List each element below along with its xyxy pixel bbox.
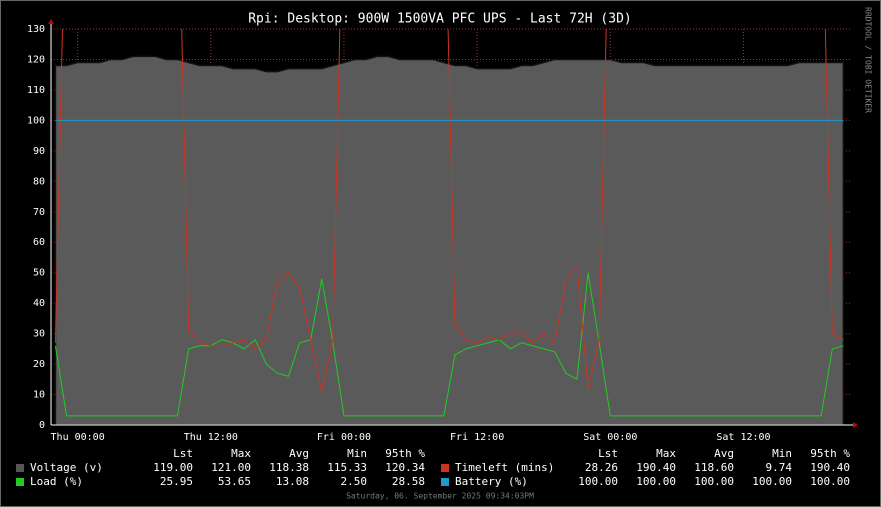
- legend-stat: 100.00: [636, 475, 676, 488]
- footer: Saturday, 06. September 2025 09:34:03PM: [346, 492, 534, 501]
- legend-stat: 120.34: [385, 461, 425, 474]
- legend-stat: 121.00: [211, 461, 251, 474]
- legend-stat: 28.58: [392, 475, 425, 488]
- y-tick-label: 10: [33, 390, 45, 401]
- y-tick-label: 120: [27, 54, 45, 65]
- y-arrow: [48, 19, 54, 24]
- y-tick-label: 40: [33, 298, 45, 309]
- legend-stat: 100.00: [810, 475, 850, 488]
- x-tick-label: Thu 12:00: [184, 432, 238, 443]
- legend-stat: 53.65: [218, 475, 251, 488]
- legend-stat: 119.00: [153, 461, 193, 474]
- stat-header: Lst: [598, 447, 618, 460]
- x-tick-label: Fri 00:00: [317, 432, 371, 443]
- legend-label: Timeleft (mins): [455, 461, 554, 474]
- legend-stat: 118.38: [269, 461, 309, 474]
- legend-stat: 118.60: [694, 461, 734, 474]
- x-arrow: [853, 422, 858, 428]
- legend-label: Voltage (v): [30, 461, 103, 474]
- y-tick-label: 100: [27, 115, 45, 126]
- y-tick-label: 90: [33, 146, 45, 157]
- legend-swatch: [16, 478, 24, 486]
- stat-header: Min: [347, 447, 367, 460]
- stat-header: Max: [231, 447, 251, 460]
- legend-swatch: [16, 464, 24, 472]
- legend-stat: 100.00: [752, 475, 792, 488]
- series-area: [54, 55, 845, 425]
- legend-label: Load (%): [30, 475, 83, 488]
- stat-header: Max: [656, 447, 676, 460]
- y-tick-label: 50: [33, 268, 45, 279]
- legend-stat: 190.40: [810, 461, 850, 474]
- stat-header: 95th %: [810, 447, 850, 460]
- stat-header: Lst: [173, 447, 193, 460]
- watermark: RRDTOOL / TOBI OETIKER: [864, 7, 873, 113]
- x-tick-label: Thu 00:00: [51, 432, 105, 443]
- y-tick-label: 110: [27, 85, 45, 96]
- y-tick-label: 80: [33, 176, 45, 187]
- y-tick-label: 70: [33, 207, 45, 218]
- y-tick-label: 130: [27, 24, 45, 35]
- x-tick-label: Sat 00:00: [583, 432, 637, 443]
- legend-swatch: [441, 478, 449, 486]
- legend-stat: 190.40: [636, 461, 676, 474]
- series-line: [54, 272, 844, 417]
- series-line: [54, 29, 844, 392]
- legend-stat: 28.26: [585, 461, 618, 474]
- legend-stat: 2.50: [341, 475, 368, 488]
- stat-header: Avg: [714, 447, 734, 460]
- legend-stat: 13.08: [276, 475, 309, 488]
- legend-stat: 9.74: [766, 461, 793, 474]
- stat-header: Min: [772, 447, 792, 460]
- y-tick-label: 30: [33, 329, 45, 340]
- legend-stat: 100.00: [578, 475, 618, 488]
- legend-stat: 100.00: [694, 475, 734, 488]
- y-tick-label: 60: [33, 237, 45, 248]
- x-tick-label: Sat 12:00: [716, 432, 770, 443]
- stat-header: 95th %: [385, 447, 425, 460]
- legend-stat: 25.95: [160, 475, 193, 488]
- stat-header: Avg: [289, 447, 309, 460]
- y-tick-label: 0: [39, 420, 45, 431]
- legend-label: Battery (%): [455, 475, 528, 488]
- y-tick-label: 20: [33, 359, 45, 370]
- chart-title: Rpi: Desktop: 900W 1500VA PFC UPS - Last…: [248, 12, 632, 27]
- legend-stat: 115.33: [327, 461, 367, 474]
- legend-swatch: [441, 464, 449, 472]
- x-tick-label: Fri 12:00: [450, 432, 504, 443]
